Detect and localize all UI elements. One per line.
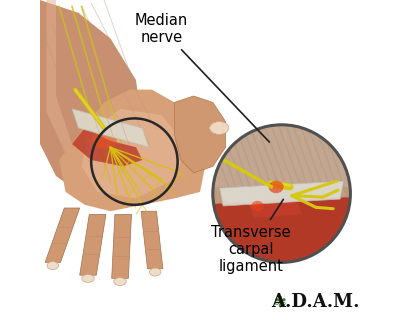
Polygon shape — [72, 109, 149, 147]
Text: Transverse
carpal
ligament: Transverse carpal ligament — [211, 199, 291, 275]
Ellipse shape — [82, 275, 94, 283]
Text: Median
nerve: Median nerve — [135, 12, 269, 142]
Polygon shape — [46, 0, 88, 166]
Ellipse shape — [268, 181, 284, 193]
Ellipse shape — [251, 201, 264, 211]
Ellipse shape — [47, 262, 58, 269]
Ellipse shape — [114, 277, 126, 285]
Ellipse shape — [150, 268, 161, 276]
Polygon shape — [72, 128, 142, 166]
Polygon shape — [82, 109, 187, 198]
Text: A.D.A.M.: A.D.A.M. — [271, 293, 360, 311]
Polygon shape — [59, 90, 206, 211]
Polygon shape — [80, 214, 106, 275]
Polygon shape — [174, 96, 226, 173]
Ellipse shape — [91, 133, 117, 149]
Polygon shape — [45, 208, 80, 262]
Polygon shape — [247, 197, 302, 218]
Polygon shape — [213, 197, 350, 262]
Polygon shape — [112, 214, 132, 278]
Polygon shape — [220, 181, 344, 206]
Circle shape — [213, 125, 350, 262]
Polygon shape — [141, 211, 163, 269]
Polygon shape — [40, 0, 142, 192]
Ellipse shape — [210, 122, 229, 134]
Polygon shape — [213, 125, 350, 187]
Text: ✾: ✾ — [274, 295, 286, 310]
